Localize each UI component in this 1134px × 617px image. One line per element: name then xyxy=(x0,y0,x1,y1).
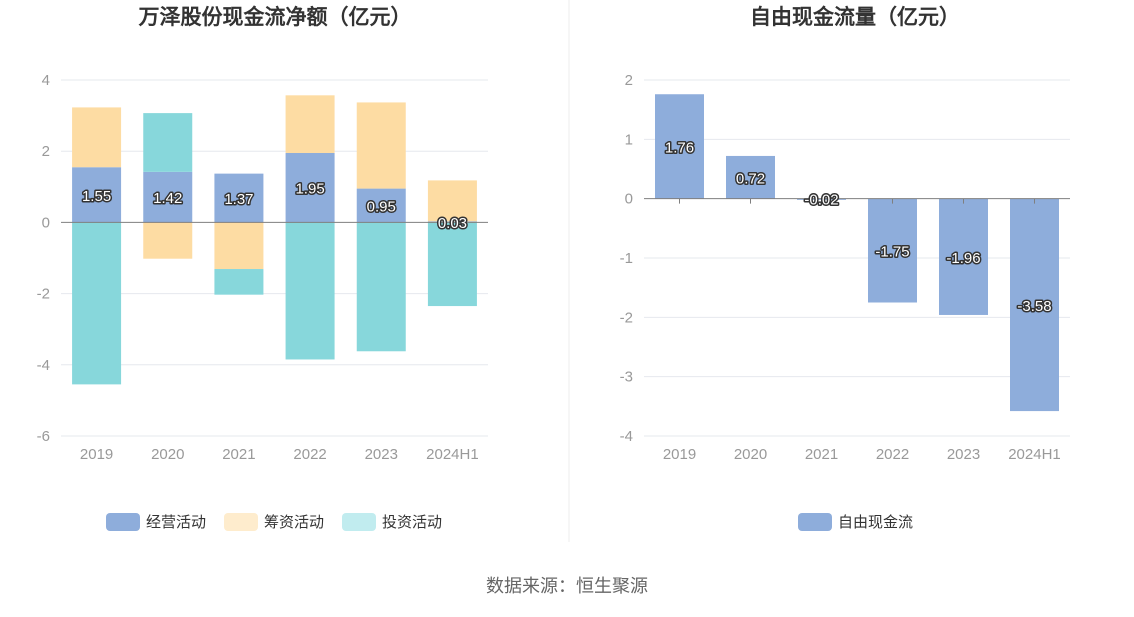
data-label: 1.95 xyxy=(295,181,324,198)
bar-operating xyxy=(285,152,335,223)
y-tick-label: 0 xyxy=(42,214,50,231)
y-tick-label: -2 xyxy=(620,309,633,326)
bar-investing xyxy=(285,222,335,360)
right-chart-title: 自由现金流量（亿元） xyxy=(750,5,960,29)
y-tick-label: 4 xyxy=(42,72,50,89)
legend-label-investing: 投资活动 xyxy=(382,514,442,531)
y-tick-label: -3 xyxy=(620,369,633,386)
data-label: 0.95 xyxy=(367,198,396,215)
x-tick-label: 2020 xyxy=(151,446,184,463)
legend-label-operating: 经营活动 xyxy=(146,514,206,531)
data-source: 数据来源：恒生聚源 xyxy=(486,576,648,596)
bar-investing xyxy=(214,269,264,295)
data-label: -0.02 xyxy=(804,192,838,209)
x-tick-label: 2019 xyxy=(80,446,113,463)
legend-swatch-investing xyxy=(342,513,376,531)
legend-swatch-operating xyxy=(106,513,140,531)
bar-free-cashflow xyxy=(1010,198,1059,412)
data-label: -1.75 xyxy=(875,244,909,261)
legend-label-free-cashflow: 自由现金流 xyxy=(838,514,913,531)
bar-investing xyxy=(427,222,477,307)
bar-operating xyxy=(72,167,122,223)
right-legend: 自由现金流 xyxy=(798,513,913,531)
y-tick-label: -2 xyxy=(37,286,50,303)
data-label: 1.42 xyxy=(153,190,182,207)
y-tick-label: 2 xyxy=(625,72,633,89)
data-label: 0.03 xyxy=(438,215,467,232)
y-tick-label: 1 xyxy=(625,131,633,148)
bar-investing xyxy=(72,222,122,385)
bar-operating xyxy=(427,221,477,223)
bar-financing xyxy=(285,95,335,153)
x-tick-label: 2023 xyxy=(947,446,980,463)
bar-free-cashflow xyxy=(868,198,917,303)
right-chart-free-cashflow: 2 1 0 -1 -2 -3 -4 2019 2020 2021 2022 2023 2024H1 1.7… xyxy=(620,72,1070,463)
x-tick-label: 2022 xyxy=(876,446,909,463)
bar-free-cashflow xyxy=(939,198,988,315)
x-tick-label: 2022 xyxy=(293,446,326,463)
data-label: 1.55 xyxy=(82,188,111,205)
bar-investing xyxy=(143,113,193,172)
bar-free-cashflow xyxy=(655,94,704,199)
y-tick-label: -4 xyxy=(620,428,633,445)
data-label: 1.76 xyxy=(665,139,694,156)
bar-financing xyxy=(214,222,264,270)
x-tick-label: 2024H1 xyxy=(1008,446,1061,463)
x-tick-label: 2023 xyxy=(365,446,398,463)
legend-swatch-financing xyxy=(224,513,258,531)
x-tick-label: 2020 xyxy=(734,446,767,463)
legend-item-investing[interactable]: 投资活动 xyxy=(342,513,442,531)
data-label: -1.96 xyxy=(946,250,980,267)
legend-swatch-free-cashflow xyxy=(798,513,832,531)
bar-investing xyxy=(356,222,406,352)
data-label: 0.72 xyxy=(736,170,765,187)
data-label: -3.58 xyxy=(1017,298,1051,315)
left-legend: 经营活动 筹资活动 投资活动 xyxy=(106,513,442,531)
legend-item-free-cashflow[interactable]: 自由现金流 xyxy=(798,513,913,531)
bar-financing xyxy=(72,107,122,168)
bar-free-cashflow xyxy=(726,155,775,199)
data-label: 1.37 xyxy=(224,191,253,208)
bar-financing xyxy=(427,180,477,222)
x-tick-label: 2024H1 xyxy=(426,446,479,463)
y-tick-label: -4 xyxy=(37,357,50,374)
bar-financing xyxy=(356,102,406,189)
bar-financing xyxy=(143,222,193,259)
legend-label-financing: 筹资活动 xyxy=(264,514,324,531)
x-tick-label: 2021 xyxy=(805,446,838,463)
bar-operating xyxy=(214,173,264,223)
y-tick-label: 2 xyxy=(42,143,50,160)
legend-item-financing[interactable]: 筹资活动 xyxy=(224,513,324,531)
bar-operating xyxy=(356,188,406,223)
x-tick-label: 2019 xyxy=(663,446,696,463)
legend-item-operating[interactable]: 经营活动 xyxy=(106,513,206,531)
bar-operating xyxy=(143,171,193,223)
y-tick-label: -6 xyxy=(37,428,50,445)
left-chart-title: 万泽股份现金流净额（亿元） xyxy=(138,5,412,29)
y-tick-label: -1 xyxy=(620,250,633,267)
y-tick-label: 0 xyxy=(625,191,633,208)
left-chart-cashflow: 4 2 0 -2 -4 -6 2019 2020 2021 2022 2023 2024H1 1.55 1… xyxy=(37,72,488,463)
x-tick-label: 2021 xyxy=(222,446,255,463)
